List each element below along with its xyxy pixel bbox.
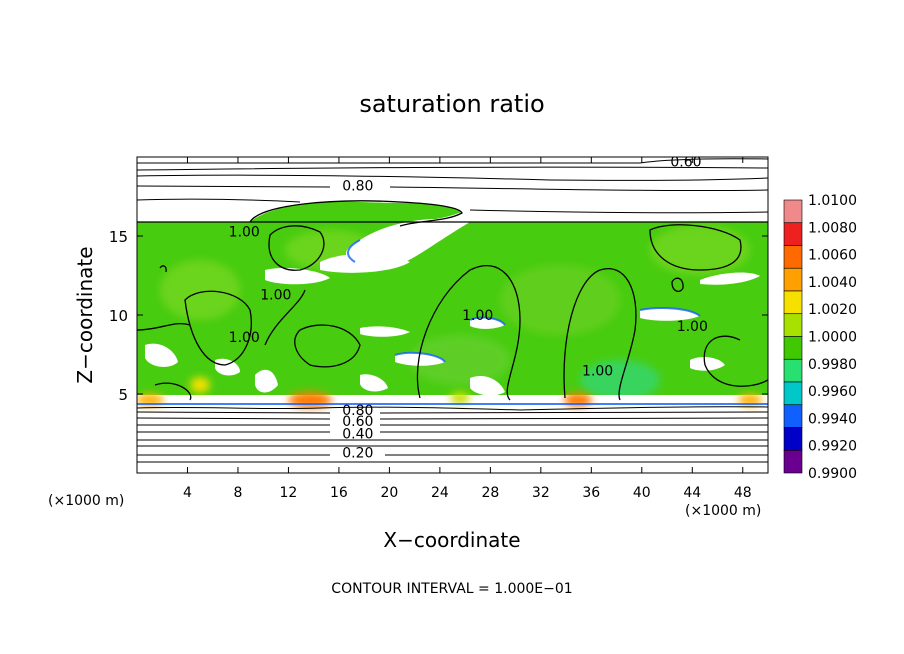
contour-label: 0.80	[342, 403, 373, 419]
colorbar-swatch	[783, 267, 803, 292]
contour-line	[137, 411, 768, 414]
contour-line	[137, 198, 768, 214]
contour-interval-note: CONTOUR INTERVAL = 1.000E−01	[331, 581, 572, 597]
x-axis: 4 8 12 16 20 24 28 32 36 40 44 48	[183, 157, 752, 501]
contour-line	[137, 417, 768, 420]
colorbar-label: 0.9960	[808, 384, 857, 400]
contour-label: 1.00	[462, 308, 493, 324]
colorbar-swatch	[783, 449, 803, 474]
x-units-right: (×1000 m)	[685, 503, 761, 519]
field-variation	[160, 225, 750, 400]
plot-area: 0.600.801.001.001.001.001.001.000.800.60…	[137, 155, 768, 473]
contour-label: 0.60	[670, 155, 701, 171]
chart-title: saturation ratio	[359, 90, 544, 118]
colorbar-label: 1.0040	[808, 275, 857, 291]
colorbar-swatch	[783, 381, 803, 406]
contour-line	[137, 406, 768, 411]
contours-saturation	[137, 200, 768, 401]
colorbar-label: 1.0000	[808, 330, 857, 346]
colorbar-label: 1.0080	[808, 220, 857, 236]
colorbar-swatch	[783, 290, 803, 315]
x-tick-label: 32	[532, 485, 550, 501]
y-axis-label: Z−coordinate	[73, 246, 97, 383]
contour-line	[137, 166, 768, 171]
x-tick-label: 36	[582, 485, 600, 501]
colorbar-swatch	[783, 404, 803, 428]
colorbar-label: 1.0060	[808, 248, 857, 264]
contour-label: 0.40	[342, 427, 373, 443]
x-axis-label: X−coordinate	[383, 528, 520, 552]
colorbar-label: 0.9940	[808, 411, 857, 427]
colorbar-swatch	[783, 313, 803, 337]
colorbar-swatch	[783, 245, 803, 269]
x-tick-label: 40	[633, 485, 651, 501]
colorbar-label: 0.9900	[808, 466, 857, 482]
x-tick-label: 8	[233, 485, 242, 501]
colorbar-label: 0.9920	[808, 439, 857, 455]
contour-line	[137, 174, 768, 181]
x-tick-label: 28	[481, 485, 499, 501]
contour-label: 1.00	[229, 330, 260, 346]
contour-line	[137, 185, 768, 192]
y-tick-label: 15	[109, 228, 128, 246]
contour-label: 1.00	[260, 287, 291, 303]
colorbar-swatch	[783, 427, 803, 451]
colorbar-swatch	[783, 358, 803, 383]
x-tick-label: 48	[734, 485, 752, 501]
x-tick-label: 16	[330, 485, 348, 501]
contour-label: 1.00	[229, 224, 260, 240]
contour-label: 1.00	[677, 319, 708, 335]
x-tick-label: 12	[280, 485, 298, 501]
x-tick-label: 20	[380, 485, 398, 501]
colorbar-label: 0.9980	[808, 357, 857, 373]
contour-labels: 0.600.801.001.001.001.001.001.000.800.60…	[229, 155, 708, 461]
contours-stratified	[137, 158, 768, 463]
x-tick-label: 4	[183, 485, 192, 501]
y-tick-label: 10	[109, 307, 128, 325]
x-units-left: (×1000 m)	[48, 493, 124, 509]
colorbar-swatch	[783, 222, 803, 246]
colorbar-label: 1.0020	[808, 302, 857, 318]
upper-saturated-lobe	[250, 201, 462, 222]
x-tick-label: 44	[683, 485, 701, 501]
contour-label: 0.80	[342, 178, 373, 194]
contour-line	[137, 158, 768, 164]
y-axis: 5 10 15	[109, 228, 768, 404]
x-tick-label: 24	[431, 485, 449, 501]
contour-label: 0.20	[342, 445, 373, 461]
colorbar: 1.0100 1.0080 1.0060 1.0040 1.0020 1.0000 0.99…	[783, 193, 857, 482]
contour-label: 1.00	[582, 363, 613, 379]
colorbar-swatch	[783, 199, 803, 224]
colorbar-label: 1.0100	[808, 193, 857, 209]
subsaturated-edges	[137, 239, 768, 405]
colorbar-swatch	[783, 336, 803, 360]
y-tick-label: 5	[118, 386, 128, 404]
contour-label: 0.60	[342, 414, 373, 430]
